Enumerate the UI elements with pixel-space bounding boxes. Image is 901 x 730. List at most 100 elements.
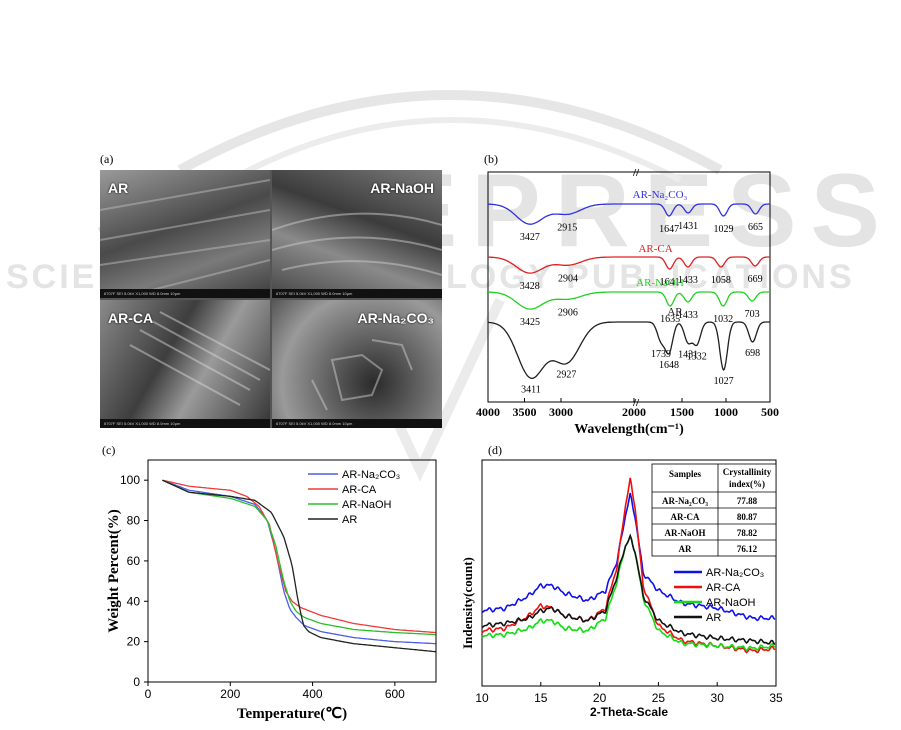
y-tick-label: 40 (127, 594, 141, 608)
legend-label: AR-CA (342, 484, 377, 496)
x-tick-label: 25 (652, 691, 666, 705)
table-header: Crystallinity (723, 467, 772, 477)
x-tick-label: 30 (711, 691, 725, 705)
x-tick-label: 35 (769, 691, 783, 705)
series-name-label: AR-Na₂CO₃ (633, 189, 688, 201)
series-name-label: AR-NaOH (636, 277, 684, 289)
crystallinity-table: Samples Crystallinity index(%) AR-Na₂CO₃ 77.… (651, 463, 777, 557)
table-cell: AR-CA (671, 512, 700, 522)
series-line (162, 479, 436, 653)
spectrum-line (634, 256, 770, 270)
peak-label: 1431 (678, 349, 698, 360)
y-axis-label: Weight Percent(%) (106, 509, 122, 632)
legend-label: AR (706, 612, 721, 624)
spectrum-line (634, 291, 770, 307)
series-line (162, 479, 436, 636)
series-line (162, 479, 436, 645)
x-tick-label: 200 (220, 687, 240, 701)
peak-label: 1431 (678, 221, 698, 232)
x-tick-label: 400 (303, 687, 323, 701)
x-tick-label: 4000 (476, 405, 500, 419)
peak-label: 669 (748, 274, 763, 285)
peak-label: 698 (745, 348, 760, 359)
series-line (481, 533, 776, 646)
x-axis-label: Wavelength(cm⁻¹) (574, 422, 684, 437)
x-tick-label: 15 (534, 691, 548, 705)
spectrum-line (634, 321, 770, 371)
sem-tile-ar-naoh: AR-NaOH 6707F SEI 5.0kV X1,000 WD 8.0mm … (272, 170, 442, 298)
peak-label: 3428 (520, 281, 540, 292)
table-header: index(%) (729, 479, 765, 489)
xrd-chart: 10 15 20 25 30 35 2-Theta-Scale Indensity(count… (462, 459, 783, 719)
peak-label: 1641 (660, 277, 680, 288)
table-header: Samples (669, 469, 702, 479)
panel-label-a: (a) (100, 152, 114, 166)
table-cell: 78.82 (737, 528, 758, 538)
peak-label: 1635 (660, 314, 680, 325)
peak-label: 1739 (651, 349, 671, 360)
y-tick-label: 60 (127, 554, 141, 568)
peak-label: 1433 (678, 275, 698, 286)
spectrum-line (634, 203, 770, 217)
legend-label: AR-CA (706, 582, 741, 594)
table-cell: AR-NaOH (665, 528, 706, 538)
table-cell: 77.88 (737, 496, 758, 506)
x-tick-label: 1500 (670, 405, 694, 419)
plot-frame (487, 171, 771, 403)
peak-label: 1058 (711, 275, 731, 286)
sem-tile-ar-ca: AR-CA 6707F SEI 5.0kV X1,000 WD 8.0mm 10… (100, 300, 270, 428)
y-tick-label: 80 (127, 514, 141, 528)
x-tick-label: 3500 (513, 405, 537, 419)
peak-label: 2915 (557, 222, 577, 233)
table-cell: AR (679, 544, 692, 554)
legend-label: AR-Na₂CO₃ (706, 567, 764, 579)
x-axis-label: Temperature(℃) (237, 706, 347, 722)
sem-label: AR-Na₂CO₃ (357, 310, 434, 326)
x-tick-label: 500 (761, 405, 779, 419)
table-cell: AR-Na₂CO₃ (662, 496, 708, 506)
panel-label-c: (c) (102, 443, 116, 457)
peak-label: 1648 (659, 360, 679, 371)
sem-texture (129, 311, 270, 406)
peak-label: 1647 (659, 224, 679, 235)
sem-texture (100, 179, 270, 298)
sem-image-grid: AR 6707F SEI 5.0kV X1,000 WD 8.0mm 10μm … (100, 170, 442, 428)
x-tick-label: 600 (385, 687, 405, 701)
peak-label: 703 (745, 309, 760, 320)
peak-label: 3427 (520, 232, 540, 243)
peak-label: 2906 (558, 307, 578, 318)
peak-label: 3411 (521, 384, 541, 395)
y-tick-label: 0 (133, 675, 140, 689)
sem-info-bar: 6707F SEI 5.0kV X1,000 WD 8.0mm 10μm (272, 419, 442, 428)
legend-label: AR (342, 514, 357, 526)
ftir-chart: 4000 3500 3000 2000 1500 1000 500 Wavelength(cm… (476, 167, 779, 437)
peak-label: 3425 (520, 317, 540, 328)
peak-label: 1032 (713, 314, 733, 325)
sem-info-bar: 6707F SEI 5.0kV X1,000 WD 8.0mm 10μm (272, 289, 442, 298)
sem-label: AR (108, 180, 129, 196)
plot-frame (481, 459, 777, 687)
table-frame (651, 463, 777, 557)
series-name-label: AR (667, 306, 683, 318)
panel-label-d: (d) (488, 443, 502, 457)
x-axis-label: 2-Theta-Scale (590, 705, 668, 719)
axis-break-mark: // (632, 167, 640, 179)
spectrum-line (488, 203, 634, 225)
sem-info-bar: 6707F SEI 5.0kV X1,000 WD 8.0mm 10μm (100, 289, 270, 298)
legend-label: AR-NaOH (342, 499, 392, 511)
x-tick-label: 1000 (714, 405, 738, 419)
sem-label: AR-NaOH (370, 180, 434, 196)
sem-texture (311, 339, 413, 411)
y-axis-label: Indensity(count) (462, 557, 475, 649)
legend-label: AR-NaOH (706, 597, 756, 609)
sem-label: AR-CA (108, 310, 154, 326)
table-cell: 76.12 (737, 544, 758, 554)
peak-label: 1027 (714, 376, 734, 387)
sem-tile-ar: AR 6707F SEI 5.0kV X1,000 WD 8.0mm 10μm (100, 170, 270, 298)
sem-texture (272, 212, 442, 276)
x-tick-label: 0 (145, 687, 152, 701)
x-tick-label: 10 (475, 691, 489, 705)
series-line (481, 492, 776, 622)
peak-label: 1029 (713, 224, 733, 235)
series-name-label: AR-CA (638, 243, 672, 255)
